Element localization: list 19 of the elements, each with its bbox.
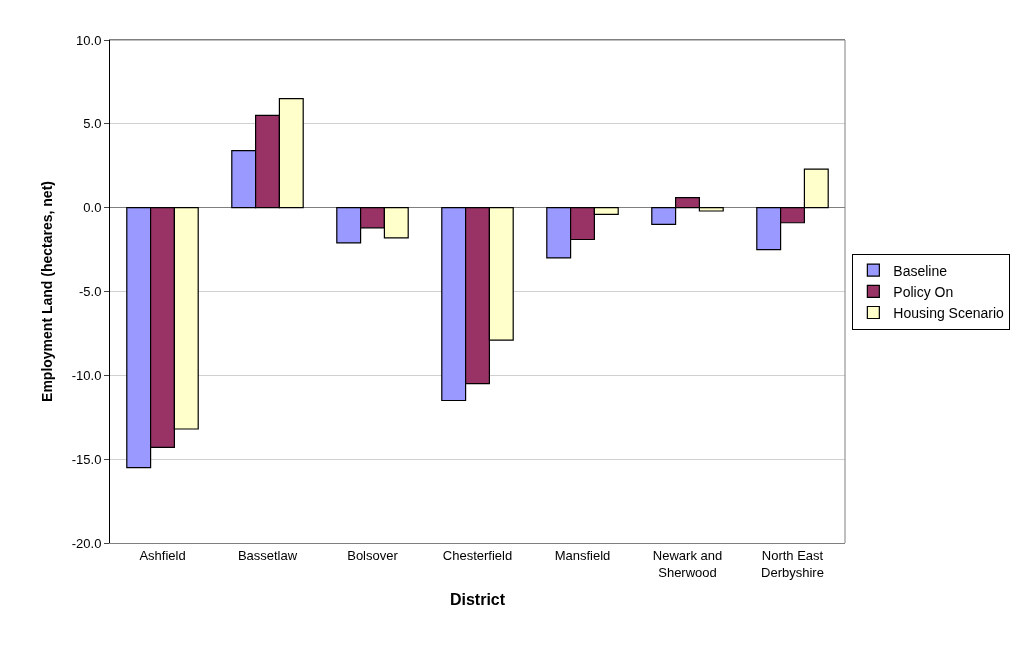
x-tick-label: Newark and Sherwood bbox=[652, 547, 723, 580]
y-tick-label: 5.0 bbox=[83, 116, 102, 132]
legend-label: Housing Scenario bbox=[893, 304, 1005, 321]
y-tick-label: -5.0 bbox=[78, 284, 102, 300]
legend-label: Policy On bbox=[893, 283, 954, 300]
x-tick-label: Chesterfield bbox=[442, 547, 513, 563]
x-tick-label: Mansfield bbox=[554, 547, 611, 563]
x-tick-label: Bassetlaw bbox=[237, 547, 298, 563]
y-tick-label: -10.0 bbox=[71, 367, 102, 383]
legend-label: Baseline bbox=[893, 262, 948, 279]
x-tick-label: Bolsover bbox=[347, 547, 399, 563]
y-tick-label: 0.0 bbox=[83, 200, 102, 216]
x-tick-label: Ashfield bbox=[139, 547, 186, 563]
y-tick-label: -15.0 bbox=[71, 451, 102, 467]
y-axis-title: Employment Land (hectares, net) bbox=[39, 181, 56, 402]
y-tick-label: 10.0 bbox=[76, 32, 102, 48]
x-tick-label: North East Derbyshire bbox=[761, 547, 824, 580]
y-tick-label: -20.0 bbox=[71, 535, 102, 551]
x-axis-title: District bbox=[449, 591, 506, 609]
